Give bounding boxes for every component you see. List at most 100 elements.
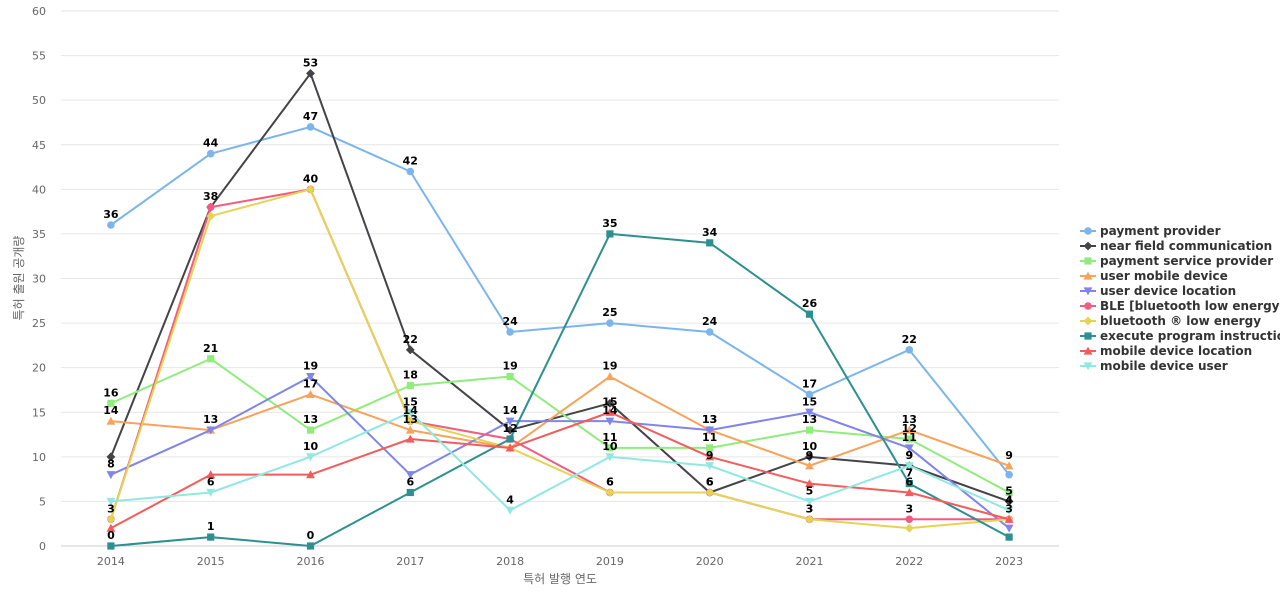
y-tick-label: 50 xyxy=(32,94,46,107)
data-point xyxy=(805,310,814,318)
x-tick-label: 2022 xyxy=(895,555,923,568)
legend-item[interactable]: mobile device user xyxy=(1080,359,1228,373)
data-point xyxy=(905,346,914,354)
data-point xyxy=(405,345,415,355)
data-point xyxy=(904,425,914,434)
data-label: 3 xyxy=(806,502,814,515)
data-point xyxy=(605,453,615,462)
data-label: 3 xyxy=(806,502,814,515)
data-point xyxy=(406,488,414,497)
series-8 xyxy=(107,230,1013,550)
data-point xyxy=(206,211,216,221)
data-point xyxy=(1004,461,1014,470)
data-label: 9 xyxy=(1005,449,1013,462)
data-point xyxy=(206,426,216,435)
data-point xyxy=(106,416,116,425)
data-label: 6 xyxy=(606,476,614,489)
series-line xyxy=(110,232,1010,547)
series-line xyxy=(109,72,1010,503)
y-tick-label: 30 xyxy=(32,273,46,286)
legend-item[interactable]: payment service provider xyxy=(1080,254,1273,268)
data-point xyxy=(107,221,115,229)
data-point xyxy=(506,435,514,443)
data-point xyxy=(904,462,914,471)
series-line xyxy=(109,188,1010,530)
data-label: 19 xyxy=(303,360,318,373)
data-label: 6 xyxy=(905,476,913,489)
data-label: 0 xyxy=(307,529,315,542)
series-10 xyxy=(106,408,1014,515)
y-tick-label: 35 xyxy=(32,228,46,241)
y-tick-label: 45 xyxy=(32,139,46,152)
y-tick-label: 60 xyxy=(32,5,46,18)
data-point xyxy=(1005,488,1013,497)
x-tick-label: 2019 xyxy=(596,555,624,568)
data-label: 6 xyxy=(606,476,614,489)
legend-item[interactable]: user mobile device xyxy=(1080,269,1228,283)
data-label: 13 xyxy=(403,413,418,426)
data-point xyxy=(905,435,913,443)
data-label: 4 xyxy=(1005,493,1013,506)
data-label: 12 xyxy=(502,422,517,435)
legend-item[interactable]: mobile device location xyxy=(1080,344,1252,358)
data-point xyxy=(306,69,315,78)
legend-label: user mobile device xyxy=(1100,269,1228,283)
legend-item[interactable]: near field communication xyxy=(1080,239,1272,253)
y-tick-label: 25 xyxy=(32,317,46,330)
legend-marker xyxy=(1084,257,1092,265)
data-label: 19 xyxy=(502,360,517,373)
data-point xyxy=(106,523,116,532)
data-label: 22 xyxy=(902,333,917,346)
data-point xyxy=(905,479,913,488)
data-point xyxy=(905,515,914,524)
data-label: 3 xyxy=(1005,502,1013,515)
data-label: 9 xyxy=(905,449,913,462)
data-point xyxy=(605,398,615,408)
data-point xyxy=(606,230,614,238)
data-point xyxy=(505,443,515,452)
legend-item[interactable]: user device location xyxy=(1080,284,1236,298)
legend-marker xyxy=(1083,362,1093,371)
data-label: 13 xyxy=(802,413,817,426)
data-point xyxy=(805,390,814,399)
data-point xyxy=(705,452,715,461)
data-label: 40 xyxy=(303,172,319,185)
data-label: 16 xyxy=(103,386,119,399)
legend-item[interactable]: execute program instruction xyxy=(1080,329,1280,343)
data-point xyxy=(805,408,814,417)
y-tick-label: 20 xyxy=(32,362,46,375)
data-point xyxy=(705,462,715,471)
x-tick-label: 2023 xyxy=(995,555,1023,568)
data-point xyxy=(306,123,315,131)
data-point xyxy=(705,328,714,336)
y-axis: 0 5 10 15 20 25 30 35 40 45 50 55 60 xyxy=(32,5,46,553)
data-point xyxy=(406,381,414,390)
data-label: 3 xyxy=(107,502,115,515)
data-point xyxy=(405,471,415,480)
data-point xyxy=(904,488,914,497)
data-point xyxy=(506,372,514,381)
data-label: 14 xyxy=(602,404,618,417)
data-point xyxy=(206,203,215,211)
data-label: 35 xyxy=(602,217,617,230)
data-label: 13 xyxy=(702,413,717,426)
legend-item[interactable]: BLE [bluetooth low energy] xyxy=(1080,299,1280,313)
data-label: 9 xyxy=(706,449,714,462)
legend-marker xyxy=(1083,271,1093,280)
data-point xyxy=(206,488,216,497)
legend-item[interactable]: bluetooth ® low energy xyxy=(1080,314,1261,328)
data-point xyxy=(405,416,415,426)
legend-item[interactable]: payment provider xyxy=(1080,224,1221,238)
data-label: 9 xyxy=(905,449,913,462)
series-6 xyxy=(107,185,1013,524)
series-line xyxy=(110,411,1010,512)
data-point xyxy=(107,542,115,550)
legend-label: mobile device user xyxy=(1100,359,1228,373)
data-label: 12 xyxy=(902,422,917,435)
data-point xyxy=(306,426,315,434)
data-point xyxy=(505,417,515,426)
y-tick-label: 55 xyxy=(32,50,46,63)
x-tick-label: 2020 xyxy=(696,555,724,568)
y-tick-label: 15 xyxy=(32,406,46,419)
